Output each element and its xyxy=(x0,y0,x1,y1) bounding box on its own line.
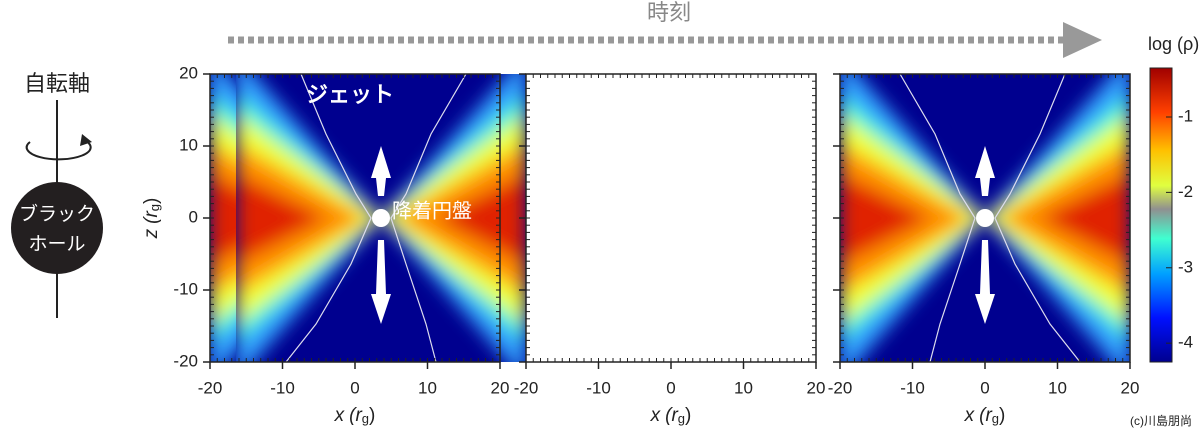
x-tick-label: 20 xyxy=(1121,378,1140,397)
colorbar-tick-label: -2 xyxy=(1178,182,1193,201)
x-tick-label: 10 xyxy=(1048,378,1067,397)
disk-label: 降着円盤 xyxy=(392,199,472,222)
black-hole-label: ブラック xyxy=(19,202,95,225)
black-hole-label: ホール xyxy=(28,234,85,255)
colorbar-tick-label: -4 xyxy=(1178,333,1193,352)
x-axis-label: x (rg) xyxy=(964,405,1006,426)
x-tick-label: 20 xyxy=(491,378,510,397)
x-axis-label-part: ) xyxy=(369,405,375,426)
x-tick-label: 20 xyxy=(807,378,826,397)
jet-label: ジェット xyxy=(306,82,394,107)
x-axis-label-part: ) xyxy=(685,405,691,426)
time-arrow-head xyxy=(1063,22,1102,58)
colorbar-tick-label: -3 xyxy=(1178,257,1193,276)
rotation-arrow-head xyxy=(80,134,92,146)
time-label: 時刻 xyxy=(647,0,691,25)
x-tick-label: 10 xyxy=(734,378,753,397)
x-axis-label-part: (r xyxy=(349,405,362,426)
spin-axis-label: 自転軸 xyxy=(24,71,90,96)
colorbar-label: log (ρ) xyxy=(1148,34,1199,54)
x-axis-label-part: ) xyxy=(999,405,1005,426)
z-tick-label: 20 xyxy=(179,63,198,82)
colorbar xyxy=(1149,67,1173,363)
x-axis-label-part: (r xyxy=(979,405,992,426)
z-tick-label: -10 xyxy=(173,279,198,298)
x-axis-label-part: g xyxy=(678,411,685,426)
z-axis-label-part: g xyxy=(147,204,162,211)
simulation-panel xyxy=(840,54,1130,382)
x-axis-label-part: (r xyxy=(665,405,678,426)
x-tick-label: 0 xyxy=(666,378,675,397)
x-axis-label-part: g xyxy=(362,411,369,426)
x-axis-label-part: x xyxy=(964,405,976,426)
panel-frame xyxy=(525,73,817,363)
x-axis-label: x (rg) xyxy=(650,405,692,426)
x-tick-label: 10 xyxy=(418,378,437,397)
black-hole xyxy=(11,182,103,274)
x-axis-label-part: g xyxy=(992,411,999,426)
x-tick-label: -20 xyxy=(514,378,539,397)
x-axis-label: x (rg) xyxy=(334,405,376,426)
rotation-arrow xyxy=(25,139,92,161)
x-axis-label-part: x xyxy=(650,405,662,426)
z-axis-label: z (rg) xyxy=(141,198,162,240)
x-tick-label: 0 xyxy=(350,378,359,397)
x-axis-label-part: x xyxy=(334,405,346,426)
x-tick-label: -10 xyxy=(586,378,611,397)
x-tick-label: -10 xyxy=(270,378,295,397)
z-axis-label-part: z xyxy=(141,228,162,239)
x-tick-label: -10 xyxy=(900,378,925,397)
x-tick-label: 0 xyxy=(980,378,989,397)
z-tick-label: 10 xyxy=(179,135,198,154)
x-tick-label: -20 xyxy=(198,378,223,397)
x-tick-label: -20 xyxy=(828,378,853,397)
z-tick-label: 0 xyxy=(189,207,198,226)
z-axis-label-part: (r xyxy=(141,211,162,224)
z-axis-label-part: ) xyxy=(141,198,162,204)
credit: (c)川島朋尚 xyxy=(1130,413,1192,428)
colorbar-tick-label: -1 xyxy=(1178,106,1193,125)
z-tick-label: -20 xyxy=(173,351,198,370)
